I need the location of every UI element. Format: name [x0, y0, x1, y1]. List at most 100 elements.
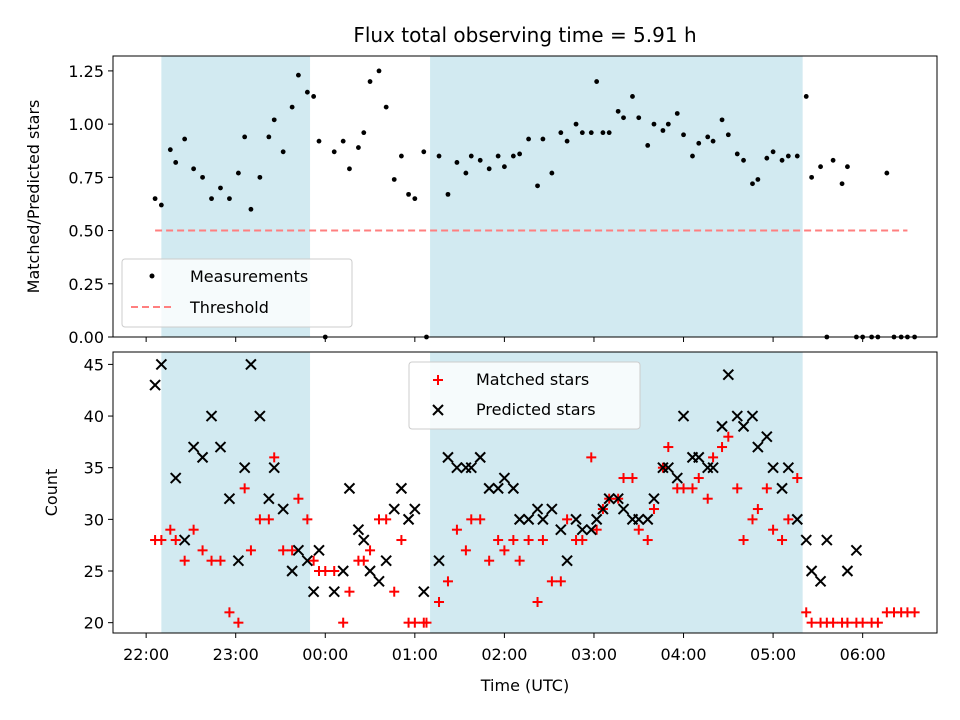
- predicted-star-point: [612, 492, 624, 505]
- measurement-point: [271, 117, 277, 123]
- matched-star-point: [156, 535, 167, 546]
- predicted-star-point: [169, 472, 182, 484]
- predicted-star-point: [841, 565, 854, 577]
- measurement-point: [486, 166, 492, 172]
- predicted-star-point: [277, 503, 289, 515]
- measurement-point: [830, 157, 836, 163]
- measurement-point: [167, 147, 173, 153]
- measurement-point: [218, 185, 223, 191]
- matched-legend-label: Matched stars: [476, 370, 589, 389]
- predicted-star-point: [671, 472, 683, 484]
- measurement-point: [266, 134, 272, 140]
- top-y-tick-label: 1.00: [68, 115, 104, 134]
- predicted-star-point: [409, 503, 421, 515]
- measurement-point: [436, 153, 442, 159]
- measurement-point: [606, 130, 612, 136]
- top-x-ticks: [145, 337, 864, 342]
- bottom-legend-box: [408, 361, 641, 430]
- measurement-point: [316, 138, 322, 144]
- matched-star-point: [532, 597, 543, 608]
- measurement-point: [173, 160, 179, 165]
- measurement-point: [600, 130, 606, 136]
- measurement-point: [594, 79, 600, 84]
- matched-star-point: [768, 524, 779, 535]
- top-panel: Flux total observing time = 5.91 h 0.000…: [24, 23, 938, 347]
- predicted-star-point: [821, 534, 833, 546]
- matched-star-point: [708, 452, 719, 463]
- top-shaded-intervals: [161, 56, 803, 337]
- predicted-star-point: [343, 482, 356, 495]
- matched-star-point: [663, 442, 674, 453]
- matched-star-point: [484, 555, 495, 566]
- measurement-point: [383, 104, 389, 110]
- top-y-tick-label: 1.25: [68, 62, 104, 81]
- predicted-star-point: [380, 554, 392, 567]
- predicted-star-point: [292, 544, 305, 557]
- matched-star-point: [239, 483, 250, 494]
- matched-star-point: [434, 597, 445, 608]
- measurement-point: [750, 181, 755, 187]
- predicted-star-point: [337, 565, 349, 577]
- x-tick-label: 03:00: [571, 645, 617, 664]
- top-y-axis-label: Matched/Predicted stars: [24, 100, 43, 294]
- predicted-star-point: [328, 585, 340, 598]
- matched-star-point: [591, 524, 602, 535]
- measurement-point: [463, 170, 469, 176]
- matched-star-point: [693, 473, 704, 484]
- threshold-legend-label: Threshold: [189, 298, 269, 317]
- measurement-point: [630, 94, 635, 99]
- predicted-star-point: [388, 503, 400, 515]
- predicted-star-point: [307, 585, 320, 598]
- measurement-point: [651, 121, 657, 127]
- predicted-star-point: [800, 534, 812, 546]
- measurement-point: [839, 181, 845, 187]
- measurement-point: [200, 174, 205, 180]
- measurement-point: [615, 108, 621, 114]
- measurement-point: [660, 128, 666, 133]
- bottom-y-ticks: 20 25 30 35 40 45: [84, 355, 113, 633]
- matched-legend-plus: [433, 375, 443, 385]
- measurement-point: [367, 79, 373, 84]
- measurement-point: [755, 177, 761, 182]
- predicted-star-point: [522, 513, 535, 526]
- matched-star-point: [761, 483, 772, 494]
- bottom-y-tick-label: 45: [84, 355, 104, 374]
- measurement-point: [257, 174, 263, 180]
- matched-star-point: [872, 617, 883, 628]
- bottom-y-tick-label: 40: [84, 407, 104, 426]
- measurement-point: [621, 115, 626, 121]
- bottom-y-tick-label: 25: [84, 562, 104, 581]
- measurement-point: [495, 153, 501, 159]
- predicted-star-point: [313, 544, 325, 557]
- matched-star-point: [475, 514, 486, 525]
- top-shade-1: [430, 56, 803, 337]
- predicted-star-point: [178, 534, 191, 546]
- predicted-star-point: [418, 585, 430, 598]
- measurement-points: [152, 68, 918, 340]
- matched-star-point: [344, 586, 355, 597]
- bottom-y-tick-label: 30: [84, 510, 104, 529]
- predicted-star-point: [373, 575, 385, 588]
- predicted-star-point: [693, 451, 705, 464]
- measurement-point: [734, 151, 740, 157]
- matched-star-point: [562, 514, 573, 525]
- matched-star-point: [723, 431, 734, 442]
- measurement-point: [468, 153, 474, 159]
- measurement-point: [182, 136, 188, 142]
- matched-star-point: [269, 452, 280, 463]
- predicted-star-point: [358, 534, 370, 546]
- matched-star-point: [278, 545, 289, 556]
- matched-star-point: [421, 617, 432, 628]
- matched-star-point: [308, 555, 319, 566]
- measurement-point: [361, 130, 367, 136]
- predicted-legend-marker: [432, 404, 444, 416]
- measurement-point: [242, 134, 248, 140]
- matched-star-point: [409, 617, 420, 628]
- matched-star-point: [206, 555, 217, 566]
- matched-legend-marker: [433, 375, 443, 385]
- measurement-point: [227, 196, 232, 202]
- measurement-point: [304, 89, 310, 95]
- measurement-point: [477, 157, 483, 163]
- predicted-star-point: [752, 441, 764, 453]
- matched-star-point: [857, 617, 868, 628]
